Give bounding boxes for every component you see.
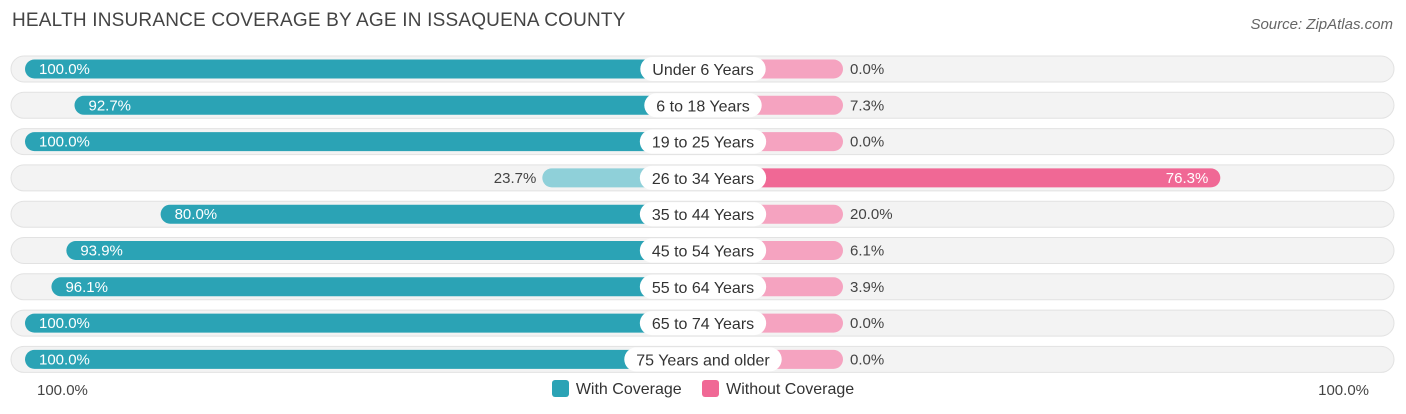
- value-label-with-coverage-under-6-years: 100.0%: [39, 61, 90, 78]
- bar-with-coverage-35-to-44-years[interactable]: [160, 204, 704, 224]
- value-label-with-coverage-35-to-44-years: 80.0%: [175, 206, 218, 223]
- category-label-6-to-18-years: 6 to 18 Years: [656, 98, 749, 115]
- value-label-without-coverage-75-years-and-older: 0.0%: [850, 351, 884, 368]
- value-label-without-coverage-65-to-74-years: 0.0%: [850, 315, 884, 332]
- value-label-with-coverage-26-to-34-years: 23.7%: [494, 170, 537, 187]
- axis-left-label: 100.0%: [37, 382, 88, 399]
- value-label-with-coverage-45-to-54-years: 93.9%: [80, 243, 123, 260]
- value-label-without-coverage-35-to-44-years: 20.0%: [850, 206, 893, 223]
- bar-with-coverage-45-to-54-years[interactable]: [66, 241, 703, 260]
- category-pill-under-6-years: [640, 57, 766, 81]
- value-label-with-coverage-75-years-and-older: 100.0%: [39, 351, 90, 368]
- value-label-with-coverage-6-to-18-years: 92.7%: [88, 97, 131, 114]
- bar-with-coverage-under-6-years[interactable]: [25, 59, 703, 79]
- bar-without-coverage-26-to-34-years[interactable]: [703, 168, 1221, 188]
- legend-label-with-coverage: With Coverage: [575, 381, 682, 398]
- category-pill-35-to-44-years: [639, 202, 767, 227]
- category-pill-19-to-25-years: [639, 129, 767, 154]
- value-label-with-coverage-65-to-74-years: 100.0%: [39, 315, 90, 332]
- category-pill-6-to-18-years: [644, 93, 762, 118]
- category-label-55-to-64-years: 55 to 64 Years: [652, 280, 754, 297]
- legend: With Coverage Without Coverage: [0, 380, 1406, 399]
- legend-swatch-with-coverage: [551, 380, 569, 397]
- bar-with-coverage-6-to-18-years[interactable]: [74, 95, 703, 115]
- category-pill-45-to-54-years: [639, 238, 767, 263]
- value-label-without-coverage-55-to-64-years: 3.9%: [850, 279, 884, 296]
- category-label-35-to-44-years: 35 to 44 Years: [652, 207, 754, 224]
- bar-with-coverage-65-to-74-years[interactable]: [25, 313, 703, 333]
- category-label-75-years-and-older: 75 Years and older: [636, 352, 770, 369]
- category-label-under-6-years: Under 6 Years: [652, 62, 753, 79]
- value-label-without-coverage-26-to-34-years: 76.3%: [1166, 170, 1209, 187]
- value-label-without-coverage-19-to-25-years: 0.0%: [850, 134, 884, 151]
- category-pill-75-years-and-older: [624, 347, 782, 372]
- value-label-without-coverage-45-to-54-years: 6.1%: [850, 243, 884, 260]
- value-label-without-coverage-under-6-years: 0.0%: [850, 61, 884, 78]
- chart-title: HEALTH INSURANCE COVERAGE BY AGE IN ISSA…: [12, 10, 626, 31]
- axis-right-label: 100.0%: [1318, 382, 1369, 399]
- legend-item-with-coverage[interactable]: With Coverage: [551, 380, 682, 399]
- category-label-65-to-74-years: 65 to 74 Years: [652, 316, 754, 333]
- category-label-19-to-25-years: 19 to 25 Years: [652, 135, 754, 152]
- source-note: Source: ZipAtlas.com: [1250, 16, 1393, 33]
- bar-with-coverage-55-to-64-years[interactable]: [51, 277, 703, 297]
- value-label-with-coverage-55-to-64-years: 96.1%: [65, 279, 108, 296]
- value-label-with-coverage-19-to-25-years: 100.0%: [39, 134, 90, 151]
- category-label-26-to-34-years: 26 to 34 Years: [652, 171, 754, 188]
- value-label-without-coverage-6-to-18-years: 7.3%: [850, 97, 884, 114]
- legend-item-without-coverage[interactable]: Without Coverage: [702, 380, 854, 399]
- category-pill-26-to-34-years: [639, 165, 767, 190]
- category-label-45-to-54-years: 45 to 54 Years: [652, 244, 754, 261]
- category-pill-55-to-64-years: [639, 274, 767, 299]
- bar-with-coverage-19-to-25-years[interactable]: [25, 132, 703, 152]
- category-pill-65-to-74-years: [639, 311, 767, 336]
- legend-label-without-coverage: Without Coverage: [726, 381, 855, 398]
- legend-swatch-without-coverage: [702, 380, 720, 397]
- bar-with-coverage-75-years-and-older[interactable]: [25, 349, 703, 369]
